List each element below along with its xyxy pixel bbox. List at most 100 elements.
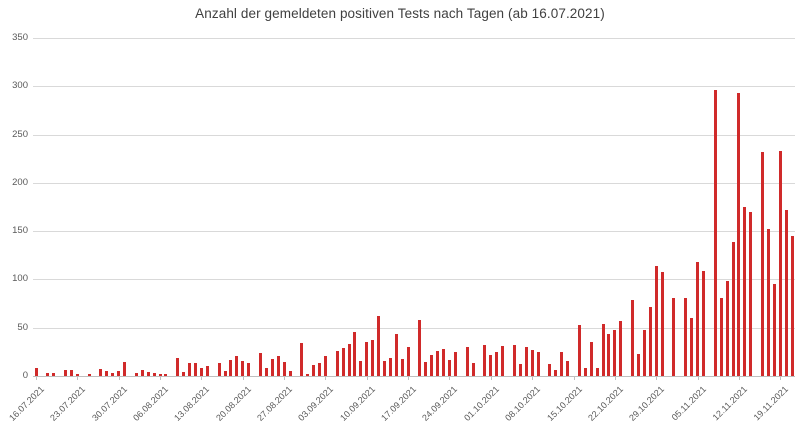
bar bbox=[152, 373, 156, 376]
bar bbox=[743, 207, 747, 376]
bar bbox=[300, 343, 304, 376]
bar bbox=[323, 355, 327, 376]
gridline bbox=[33, 279, 795, 281]
bar bbox=[489, 354, 493, 376]
bar bbox=[388, 357, 392, 376]
bar bbox=[601, 323, 605, 376]
bar bbox=[75, 374, 79, 376]
bar bbox=[359, 360, 363, 376]
bar bbox=[648, 306, 652, 376]
bar bbox=[430, 354, 434, 376]
bar bbox=[772, 284, 776, 376]
bar bbox=[660, 271, 664, 376]
bar bbox=[560, 351, 564, 376]
bar bbox=[761, 152, 764, 376]
bar bbox=[223, 371, 227, 376]
bar bbox=[235, 355, 239, 376]
bar bbox=[205, 366, 209, 376]
y-tick-label: 0 bbox=[22, 370, 28, 381]
gridline bbox=[33, 327, 795, 329]
bar bbox=[241, 360, 245, 376]
bar bbox=[613, 329, 617, 376]
x-tick-mark bbox=[738, 377, 740, 380]
bar bbox=[719, 297, 723, 376]
bar bbox=[637, 353, 640, 376]
bar bbox=[501, 346, 505, 376]
bar bbox=[158, 374, 162, 376]
bar bbox=[383, 360, 386, 376]
bar bbox=[99, 369, 103, 376]
y-tick-label: 50 bbox=[17, 321, 28, 333]
bar bbox=[87, 374, 91, 376]
bar bbox=[140, 370, 144, 376]
bar bbox=[105, 371, 109, 376]
bar bbox=[631, 299, 635, 376]
bar bbox=[595, 368, 599, 376]
bar bbox=[176, 357, 180, 376]
bar bbox=[117, 371, 121, 376]
bar bbox=[247, 363, 251, 376]
bar bbox=[453, 351, 457, 376]
bar bbox=[566, 360, 570, 376]
bar bbox=[536, 351, 540, 376]
bar bbox=[737, 93, 741, 376]
bar bbox=[335, 350, 339, 376]
bar bbox=[690, 318, 694, 376]
x-axis-line bbox=[33, 376, 795, 377]
bar bbox=[288, 371, 292, 376]
bar bbox=[684, 297, 688, 376]
bar bbox=[400, 358, 404, 376]
bar bbox=[282, 361, 286, 376]
bar bbox=[424, 361, 428, 376]
bar bbox=[766, 229, 770, 376]
x-tick-mark bbox=[697, 377, 699, 380]
y-tick-label: 300 bbox=[12, 80, 28, 92]
bar bbox=[134, 373, 138, 376]
bar bbox=[270, 358, 274, 376]
bar bbox=[607, 333, 611, 376]
x-tick-mark bbox=[449, 377, 451, 380]
y-tick-label: 250 bbox=[12, 128, 28, 140]
x-tick-mark bbox=[160, 377, 161, 380]
bar bbox=[34, 368, 38, 376]
bar bbox=[447, 359, 451, 376]
x-tick-mark bbox=[201, 377, 203, 380]
bar bbox=[353, 331, 357, 376]
bar bbox=[394, 333, 398, 376]
gridline bbox=[33, 231, 795, 233]
bar bbox=[495, 351, 499, 376]
bar bbox=[713, 90, 717, 376]
bar bbox=[365, 342, 369, 376]
bar bbox=[188, 363, 191, 376]
gridline bbox=[33, 134, 795, 136]
bar bbox=[577, 324, 581, 376]
bar bbox=[619, 321, 623, 376]
bar bbox=[654, 265, 658, 376]
bar bbox=[318, 362, 321, 376]
bar bbox=[371, 340, 375, 376]
x-tick-mark bbox=[325, 377, 327, 380]
bar bbox=[530, 349, 534, 376]
bar bbox=[583, 368, 587, 376]
bar bbox=[52, 373, 56, 376]
bar bbox=[264, 368, 268, 376]
gridline bbox=[33, 86, 795, 88]
bar bbox=[554, 370, 558, 376]
y-tick-label: 350 bbox=[12, 32, 28, 43]
y-tick-label: 150 bbox=[12, 225, 28, 237]
chart-title: Anzahl der gemeldeten positiven Tests na… bbox=[195, 6, 605, 21]
bar bbox=[164, 374, 168, 376]
bar bbox=[123, 361, 127, 376]
bar bbox=[442, 349, 445, 376]
bar bbox=[731, 241, 735, 376]
bar bbox=[642, 329, 646, 376]
bar bbox=[258, 352, 262, 376]
bar bbox=[512, 345, 516, 376]
bar bbox=[696, 262, 699, 376]
bar bbox=[229, 359, 233, 376]
bar bbox=[347, 344, 351, 376]
bar bbox=[276, 355, 280, 376]
bar bbox=[524, 347, 528, 376]
gridline bbox=[33, 38, 795, 39]
bar bbox=[418, 320, 422, 376]
